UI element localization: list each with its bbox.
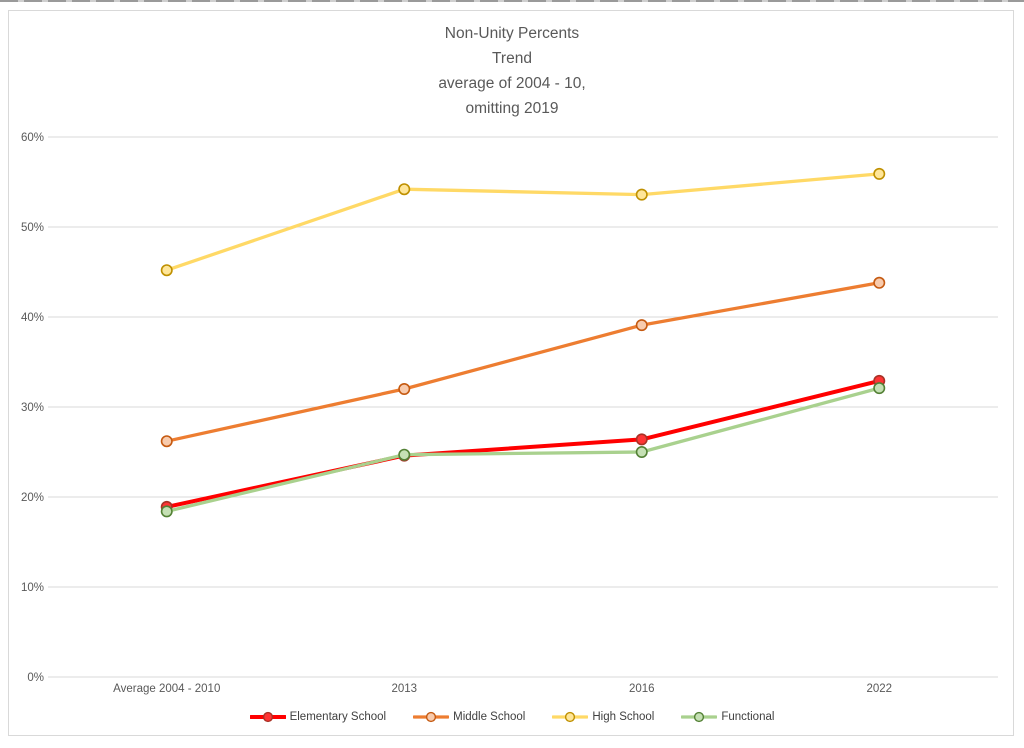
series-line-middle-school[interactable] bbox=[165, 281, 881, 443]
legend-marker-icon bbox=[426, 711, 437, 723]
series-line-elementary-school[interactable] bbox=[164, 378, 882, 509]
y-tick-label-10%[interactable]: 10% bbox=[21, 582, 44, 594]
y-tick-label-60%[interactable]: 60% bbox=[21, 132, 44, 144]
legend-marker-icon bbox=[565, 711, 576, 723]
x-tick-label-average-2004-2010[interactable]: Average 2004 - 2010 bbox=[113, 683, 220, 695]
marker-high-school-2022[interactable] bbox=[873, 167, 886, 180]
legend-item-functional[interactable]: Functional bbox=[681, 711, 774, 723]
y-tick-label-30%[interactable]: 30% bbox=[21, 402, 44, 414]
legend-swatch-middle-school bbox=[413, 711, 450, 723]
y-tick-label-40%[interactable]: 40% bbox=[21, 312, 44, 324]
legend-label-middle-school: Middle School bbox=[453, 711, 526, 723]
legend-item-high-school[interactable]: High School bbox=[552, 711, 654, 723]
chart-title[interactable]: Non-Unity Percents Trend average of 2004… bbox=[438, 25, 586, 117]
marker-functional-2013[interactable] bbox=[398, 448, 411, 461]
marker-middle-school-average-2004-2010[interactable] bbox=[160, 435, 173, 448]
marker-middle-school-2022[interactable] bbox=[873, 276, 886, 289]
series-line-functional[interactable] bbox=[165, 386, 881, 514]
marker-functional-2022[interactable] bbox=[873, 382, 886, 395]
legend-swatch-high-school bbox=[552, 711, 589, 723]
marker-middle-school-2016[interactable] bbox=[635, 319, 648, 332]
legend-marker-icon bbox=[694, 711, 705, 723]
series-line-high-school[interactable] bbox=[165, 172, 881, 272]
y-tick-label-0%[interactable]: 0% bbox=[27, 672, 44, 684]
marker-high-school-average-2004-2010[interactable] bbox=[160, 264, 173, 277]
legend-label-elementary-school: Elementary School bbox=[289, 711, 387, 723]
chart-area[interactable] bbox=[8, 10, 1014, 736]
marker-high-school-2016[interactable] bbox=[635, 188, 648, 201]
marker-middle-school-2013[interactable] bbox=[398, 382, 411, 395]
legend-label-high-school: High School bbox=[592, 711, 655, 723]
marker-high-school-2013[interactable] bbox=[398, 183, 411, 196]
page-top-border bbox=[0, 0, 1024, 2]
marker-functional-average-2004-2010[interactable] bbox=[160, 505, 173, 518]
legend-marker-icon bbox=[262, 711, 273, 723]
legend-swatch-functional bbox=[681, 711, 718, 723]
y-tick-label-50%[interactable]: 50% bbox=[21, 222, 44, 234]
x-tick-label-2016[interactable]: 2016 bbox=[629, 683, 655, 695]
legend-label-functional: Functional bbox=[721, 711, 775, 723]
legend-item-elementary-school[interactable]: Elementary School bbox=[249, 711, 387, 723]
y-tick-label-20%[interactable]: 20% bbox=[21, 492, 44, 504]
legend-swatch-elementary-school bbox=[249, 711, 286, 723]
marker-functional-2016[interactable] bbox=[635, 445, 648, 458]
x-tick-label-2013[interactable]: 2013 bbox=[391, 683, 417, 695]
legend: Elementary School Middle School High Schoo… bbox=[0, 711, 1024, 723]
legend-item-middle-school[interactable]: Middle School bbox=[413, 711, 525, 723]
marker-elementary-school-2016[interactable] bbox=[635, 433, 648, 446]
x-tick-label-2022[interactable]: 2022 bbox=[866, 683, 892, 695]
